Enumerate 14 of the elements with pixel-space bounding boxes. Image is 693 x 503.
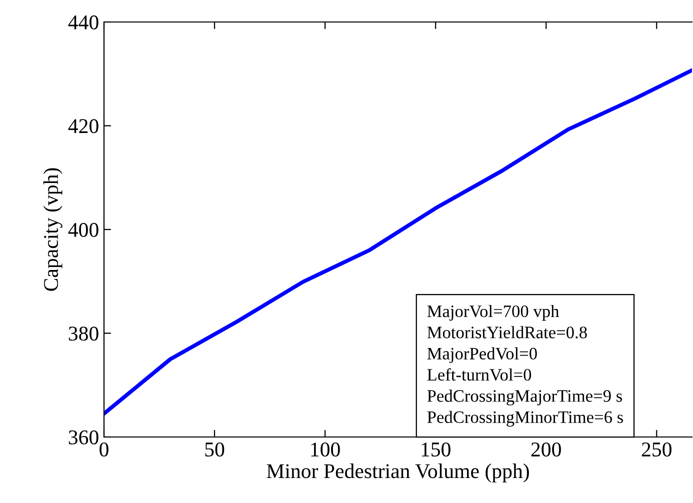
x-tick-label: 50 xyxy=(205,442,224,457)
x-tick-label: 200 xyxy=(531,442,561,457)
y-tick-label: 380 xyxy=(68,326,98,341)
x-tick-label: 150 xyxy=(422,442,450,457)
x-tick-label: 0 xyxy=(100,442,108,457)
y-axis-title: Capacity (vph) xyxy=(43,168,62,291)
y-tick-label: 420 xyxy=(68,119,98,134)
y-tick-label: 400 xyxy=(68,222,98,237)
x-axis-title: Minor Pedestrian Volume (pph) xyxy=(266,464,529,482)
x-tick-label: 250 xyxy=(642,442,672,457)
y-tick-label: 440 xyxy=(68,15,98,30)
annotation: MajorVol=700 vph MotoristYieldRate=0.8 MajorPedVol=0 Left-turnVol=0 PedCrossingMajorTime=9 s PedCrossingMinorTime=6 s xyxy=(427,304,623,427)
y-tick-label: 360 xyxy=(68,430,98,444)
x-tick-label: 100 xyxy=(311,442,340,457)
